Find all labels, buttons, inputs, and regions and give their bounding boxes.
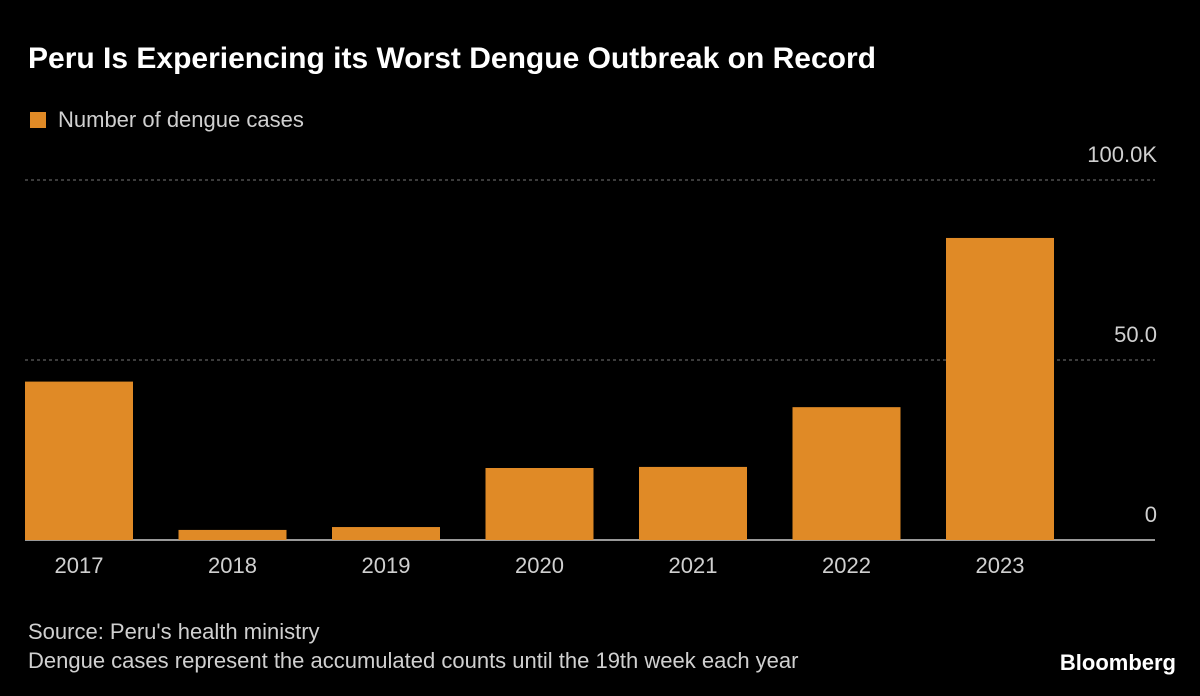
- bar: [25, 381, 133, 540]
- x-tick-label: 2023: [976, 553, 1025, 578]
- y-tick-label: 0: [1145, 502, 1157, 527]
- y-tick-label: 100.0K: [1087, 142, 1157, 167]
- note: Dengue cases represent the accumulated c…: [28, 648, 798, 673]
- y-tick-label: 50.0: [1114, 322, 1157, 347]
- bar: [792, 407, 901, 540]
- x-tick-label: 2019: [362, 553, 411, 578]
- bar: [639, 466, 747, 540]
- legend-label: Number of dengue cases: [58, 107, 304, 132]
- x-tick-label: 2018: [208, 553, 257, 578]
- source: Source: Peru's health ministry: [28, 619, 320, 644]
- x-tick-label: 2020: [515, 553, 564, 578]
- x-tick-label: 2022: [822, 553, 871, 578]
- bar: [485, 468, 594, 540]
- legend-swatch: [30, 112, 46, 128]
- brand: Bloomberg: [1060, 650, 1176, 675]
- bar: [178, 529, 287, 540]
- bar: [332, 527, 440, 540]
- x-tick-label: 2021: [669, 553, 718, 578]
- bar: [946, 237, 1054, 540]
- x-tick-label: 2017: [55, 553, 104, 578]
- chart-title: Peru Is Experiencing its Worst Dengue Ou…: [28, 42, 876, 75]
